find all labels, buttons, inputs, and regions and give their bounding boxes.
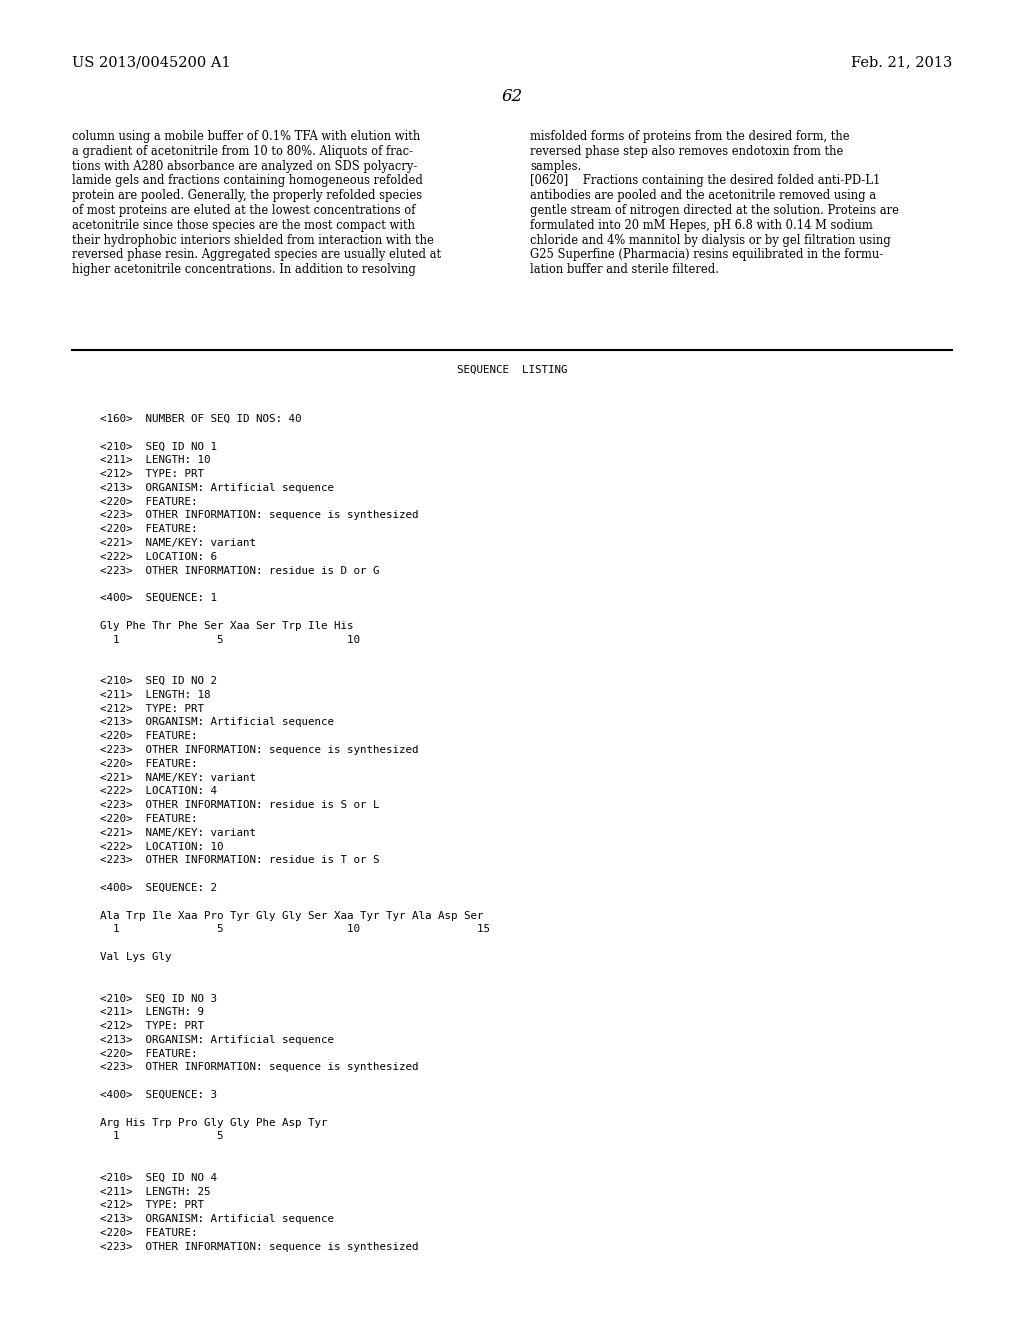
Text: <223>  OTHER INFORMATION: residue is T or S: <223> OTHER INFORMATION: residue is T or…: [100, 855, 380, 866]
Text: <222>  LOCATION: 4: <222> LOCATION: 4: [100, 787, 217, 796]
Text: <223>  OTHER INFORMATION: sequence is synthesized: <223> OTHER INFORMATION: sequence is syn…: [100, 744, 419, 755]
Text: Gly Phe Thr Phe Ser Xaa Ser Trp Ile His: Gly Phe Thr Phe Ser Xaa Ser Trp Ile His: [100, 620, 353, 631]
Text: reversed phase step also removes endotoxin from the: reversed phase step also removes endotox…: [530, 145, 844, 158]
Text: <220>  FEATURE:: <220> FEATURE:: [100, 731, 198, 742]
Text: higher acetonitrile concentrations. In addition to resolving: higher acetonitrile concentrations. In a…: [72, 263, 416, 276]
Text: <223>  OTHER INFORMATION: sequence is synthesized: <223> OTHER INFORMATION: sequence is syn…: [100, 1063, 419, 1072]
Text: <220>  FEATURE:: <220> FEATURE:: [100, 759, 198, 768]
Text: <213>  ORGANISM: Artificial sequence: <213> ORGANISM: Artificial sequence: [100, 1214, 334, 1224]
Text: <220>  FEATURE:: <220> FEATURE:: [100, 1048, 198, 1059]
Text: samples.: samples.: [530, 160, 582, 173]
Text: gentle stream of nitrogen directed at the solution. Proteins are: gentle stream of nitrogen directed at th…: [530, 205, 899, 216]
Text: <213>  ORGANISM: Artificial sequence: <213> ORGANISM: Artificial sequence: [100, 483, 334, 492]
Text: formulated into 20 mM Hepes, pH 6.8 with 0.14 M sodium: formulated into 20 mM Hepes, pH 6.8 with…: [530, 219, 872, 232]
Text: lation buffer and sterile filtered.: lation buffer and sterile filtered.: [530, 263, 719, 276]
Text: their hydrophobic interiors shielded from interaction with the: their hydrophobic interiors shielded fro…: [72, 234, 434, 247]
Text: misfolded forms of proteins from the desired form, the: misfolded forms of proteins from the des…: [530, 129, 850, 143]
Text: <222>  LOCATION: 10: <222> LOCATION: 10: [100, 842, 223, 851]
Text: <210>  SEQ ID NO 3: <210> SEQ ID NO 3: [100, 994, 217, 1003]
Text: <220>  FEATURE:: <220> FEATURE:: [100, 496, 198, 507]
Text: <400>  SEQUENCE: 3: <400> SEQUENCE: 3: [100, 1090, 217, 1100]
Text: chloride and 4% mannitol by dialysis or by gel filtration using: chloride and 4% mannitol by dialysis or …: [530, 234, 891, 247]
Text: <211>  LENGTH: 25: <211> LENGTH: 25: [100, 1187, 211, 1197]
Text: <223>  OTHER INFORMATION: residue is D or G: <223> OTHER INFORMATION: residue is D or…: [100, 565, 380, 576]
Text: reversed phase resin. Aggregated species are usually eluted at: reversed phase resin. Aggregated species…: [72, 248, 441, 261]
Text: <211>  LENGTH: 9: <211> LENGTH: 9: [100, 1007, 204, 1018]
Text: <211>  LENGTH: 18: <211> LENGTH: 18: [100, 690, 211, 700]
Text: <210>  SEQ ID NO 1: <210> SEQ ID NO 1: [100, 441, 217, 451]
Text: <223>  OTHER INFORMATION: residue is S or L: <223> OTHER INFORMATION: residue is S or…: [100, 800, 380, 810]
Text: 1               5                   10                  15: 1 5 10 15: [100, 924, 490, 935]
Text: <221>  NAME/KEY: variant: <221> NAME/KEY: variant: [100, 539, 256, 548]
Text: US 2013/0045200 A1: US 2013/0045200 A1: [72, 55, 230, 69]
Text: <221>  NAME/KEY: variant: <221> NAME/KEY: variant: [100, 772, 256, 783]
Text: [0620]    Fractions containing the desired folded anti-PD-L1: [0620] Fractions containing the desired …: [530, 174, 881, 187]
Text: <212>  TYPE: PRT: <212> TYPE: PRT: [100, 1200, 204, 1210]
Text: antibodies are pooled and the acetonitrile removed using a: antibodies are pooled and the acetonitri…: [530, 189, 877, 202]
Text: <160>  NUMBER OF SEQ ID NOS: 40: <160> NUMBER OF SEQ ID NOS: 40: [100, 413, 301, 424]
Text: tions with A280 absorbance are analyzed on SDS polyacry-: tions with A280 absorbance are analyzed …: [72, 160, 417, 173]
Text: of most proteins are eluted at the lowest concentrations of: of most proteins are eluted at the lowes…: [72, 205, 416, 216]
Text: <213>  ORGANISM: Artificial sequence: <213> ORGANISM: Artificial sequence: [100, 717, 334, 727]
Text: <213>  ORGANISM: Artificial sequence: <213> ORGANISM: Artificial sequence: [100, 1035, 334, 1045]
Text: <220>  FEATURE:: <220> FEATURE:: [100, 1228, 198, 1238]
Text: Feb. 21, 2013: Feb. 21, 2013: [851, 55, 952, 69]
Text: <400>  SEQUENCE: 1: <400> SEQUENCE: 1: [100, 593, 217, 603]
Text: <222>  LOCATION: 6: <222> LOCATION: 6: [100, 552, 217, 562]
Text: <220>  FEATURE:: <220> FEATURE:: [100, 814, 198, 824]
Text: acetonitrile since those species are the most compact with: acetonitrile since those species are the…: [72, 219, 415, 232]
Text: <400>  SEQUENCE: 2: <400> SEQUENCE: 2: [100, 883, 217, 894]
Text: <223>  OTHER INFORMATION: sequence is synthesized: <223> OTHER INFORMATION: sequence is syn…: [100, 1242, 419, 1251]
Text: <221>  NAME/KEY: variant: <221> NAME/KEY: variant: [100, 828, 256, 838]
Text: <212>  TYPE: PRT: <212> TYPE: PRT: [100, 1020, 204, 1031]
Text: G25 Superfine (Pharmacia) resins equilibrated in the formu-: G25 Superfine (Pharmacia) resins equilib…: [530, 248, 883, 261]
Text: Val Lys Gly: Val Lys Gly: [100, 952, 171, 962]
Text: lamide gels and fractions containing homogeneous refolded: lamide gels and fractions containing hom…: [72, 174, 423, 187]
Text: SEQUENCE  LISTING: SEQUENCE LISTING: [457, 366, 567, 375]
Text: a gradient of acetonitrile from 10 to 80%. Aliquots of frac-: a gradient of acetonitrile from 10 to 80…: [72, 145, 413, 158]
Text: <212>  TYPE: PRT: <212> TYPE: PRT: [100, 469, 204, 479]
Text: 1               5: 1 5: [100, 1131, 223, 1142]
Text: <212>  TYPE: PRT: <212> TYPE: PRT: [100, 704, 204, 714]
Text: Ala Trp Ile Xaa Pro Tyr Gly Gly Ser Xaa Tyr Tyr Ala Asp Ser: Ala Trp Ile Xaa Pro Tyr Gly Gly Ser Xaa …: [100, 911, 483, 920]
Text: <210>  SEQ ID NO 2: <210> SEQ ID NO 2: [100, 676, 217, 686]
Text: <210>  SEQ ID NO 4: <210> SEQ ID NO 4: [100, 1172, 217, 1183]
Text: <220>  FEATURE:: <220> FEATURE:: [100, 524, 198, 535]
Text: column using a mobile buffer of 0.1% TFA with elution with: column using a mobile buffer of 0.1% TFA…: [72, 129, 420, 143]
Text: Arg His Trp Pro Gly Gly Phe Asp Tyr: Arg His Trp Pro Gly Gly Phe Asp Tyr: [100, 1118, 328, 1127]
Text: 62: 62: [502, 88, 522, 106]
Text: protein are pooled. Generally, the properly refolded species: protein are pooled. Generally, the prope…: [72, 189, 422, 202]
Text: <223>  OTHER INFORMATION: sequence is synthesized: <223> OTHER INFORMATION: sequence is syn…: [100, 511, 419, 520]
Text: 1               5                   10: 1 5 10: [100, 635, 360, 644]
Text: <211>  LENGTH: 10: <211> LENGTH: 10: [100, 455, 211, 465]
